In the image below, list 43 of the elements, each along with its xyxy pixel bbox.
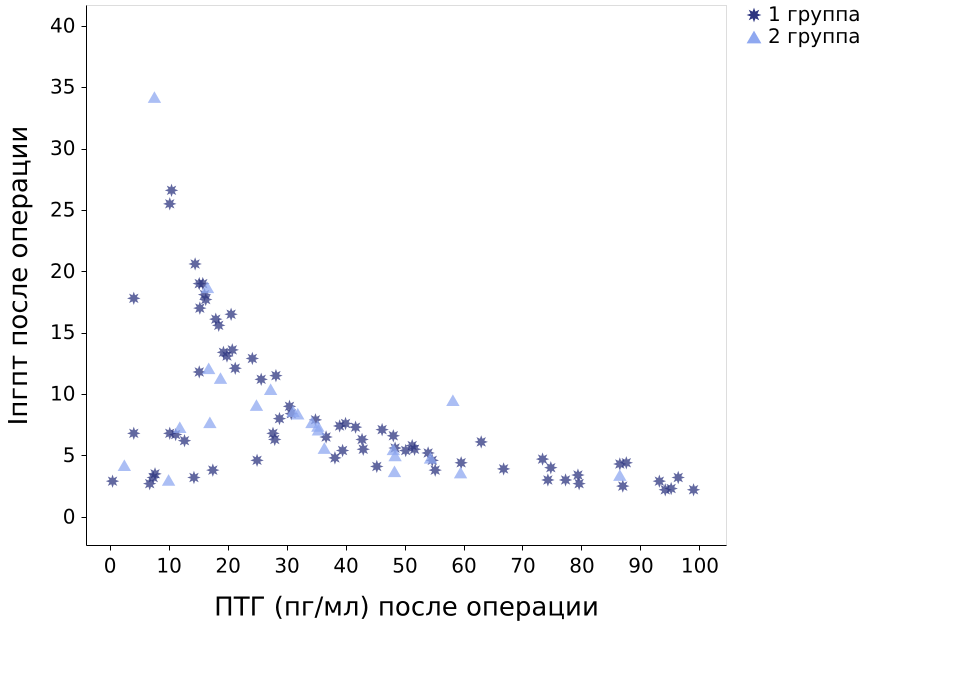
point [388, 450, 402, 462]
point [202, 362, 216, 374]
point [250, 399, 264, 411]
y-tick-label: 40 [50, 13, 76, 38]
x-tick-label: 30 [274, 554, 300, 578]
x-tick-label: 80 [569, 554, 595, 578]
point [214, 372, 228, 384]
y-tick-label: 35 [50, 74, 76, 99]
point [312, 424, 326, 436]
legend-label: 1 группа [768, 2, 861, 26]
x-tick-label: 70 [510, 554, 536, 578]
y-tick-label: 5 [62, 442, 76, 467]
legend-label: 2 группа [768, 24, 861, 48]
point [291, 408, 304, 420]
point [264, 383, 278, 395]
x-tick-label: 60 [451, 554, 477, 578]
y-tick-label: 10 [50, 382, 76, 406]
x-axis-title: ПТГ (пг/мл) после операции [214, 592, 599, 622]
point [388, 466, 402, 478]
y-tick-label: 0 [62, 504, 76, 528]
point [200, 281, 214, 294]
x-tick-label: 10 [156, 554, 182, 578]
y-axis-title: Iпгпт после операции [4, 126, 34, 426]
point [613, 469, 627, 481]
x-tick-label: 40 [333, 554, 359, 578]
y-tick-label: 20 [50, 258, 76, 283]
x-tick-label: 50 [392, 554, 418, 578]
point [162, 474, 176, 486]
y-tick-label: 15 [50, 320, 76, 344]
point [203, 416, 217, 428]
point [148, 91, 162, 103]
point [446, 394, 460, 406]
point [424, 452, 438, 464]
point [118, 459, 132, 472]
x-tick-label: 90 [628, 554, 654, 578]
x-tick-label: 20 [215, 554, 241, 578]
point [318, 442, 332, 454]
point [173, 421, 186, 433]
y-tick-label: 25 [50, 197, 76, 222]
y-tick-label: 30 [50, 136, 76, 160]
x-tick-label: 0 [104, 554, 116, 578]
point [454, 466, 468, 478]
x-tick-label: 100 [680, 554, 720, 578]
